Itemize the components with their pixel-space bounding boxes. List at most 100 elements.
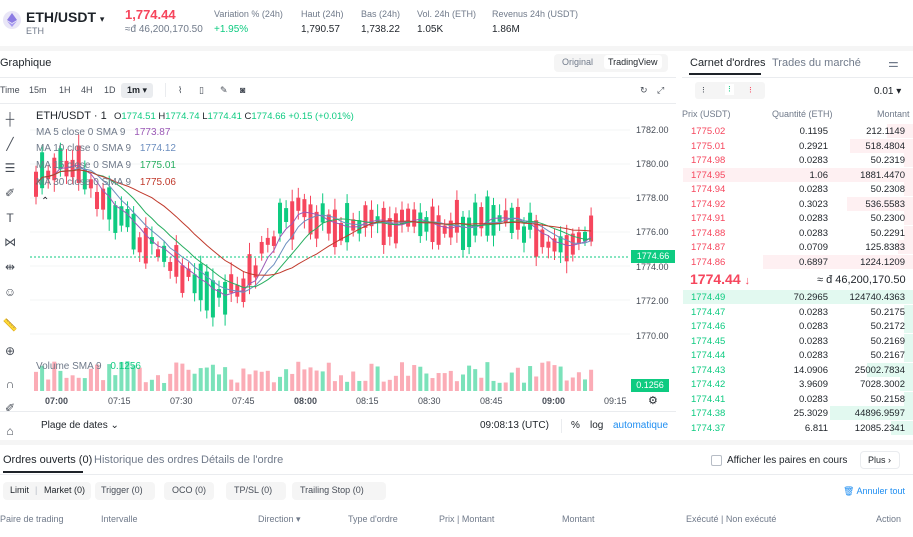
filter-tpsl[interactable]: TP/SL (0)	[234, 485, 273, 495]
volume-bars	[34, 361, 594, 391]
zoom-icon[interactable]: ⊕	[4, 344, 16, 358]
ask-row[interactable]: 1775.02 0.1195 212.1149	[683, 124, 913, 138]
fullscreen-icon[interactable]: ⤢	[657, 85, 665, 95]
ask-row[interactable]: 1775.01 0.2921 518.4804	[683, 138, 913, 153]
crosshair-icon[interactable]: ┼	[5, 112, 15, 126]
camera-icon[interactable]: ◙	[240, 85, 246, 95]
candle-body	[217, 289, 221, 298]
magnet-icon[interactable]: ∩	[5, 377, 15, 391]
show-pairs-checkbox[interactable]	[711, 455, 722, 466]
measure-icon[interactable]: ⇹	[4, 260, 16, 274]
text-icon[interactable]: T	[6, 211, 14, 225]
collapse-legend-icon[interactable]: ⌃	[41, 196, 50, 207]
ma30-label: MA 30 close 0 SMA 9	[36, 177, 132, 188]
bid-row[interactable]: 1774.43 14.0906 25002.7834	[683, 362, 913, 377]
volume-bar	[406, 375, 411, 391]
candle-body	[393, 213, 398, 244]
ma10-label: MA 10 close 0 SMA 9	[36, 143, 132, 154]
trendline-icon[interactable]: ╱	[6, 137, 14, 151]
draw-icon[interactable]: ✎	[220, 85, 228, 95]
more-button[interactable]: Plus ›	[860, 451, 900, 469]
horizontal-lines-icon[interactable]: ☰	[4, 161, 16, 175]
view-tradingview-button[interactable]: TradingView	[604, 55, 662, 69]
ask-price: 1775.02	[691, 126, 726, 137]
book-both-icon[interactable]: ⁝	[702, 85, 705, 95]
bid-price: 1774.44	[691, 350, 726, 361]
ask-qty: 0.1195	[799, 126, 828, 137]
tab-order-book[interactable]: Carnet d'ordres	[690, 57, 766, 69]
reset-icon[interactable]: ↻	[640, 85, 648, 95]
tf-1d[interactable]: 1D	[104, 85, 116, 95]
depth-bar	[903, 182, 913, 196]
volume-bar	[369, 363, 374, 391]
settings-icon[interactable]: ⚙	[648, 395, 658, 407]
cancel-all-button[interactable]: 🗑 Annuler tout	[843, 486, 905, 497]
tab-order-details[interactable]: Détails de l'ordre	[201, 454, 284, 466]
bid-row[interactable]: 1774.49 70.2965 124740.4363	[683, 290, 913, 304]
tf-4h[interactable]: 4H	[81, 85, 93, 95]
ask-row[interactable]: 1774.86 0.6897 1224.1209	[683, 254, 913, 269]
trash-icon[interactable]: ⌂	[6, 424, 14, 438]
indicator-icon[interactable]: ⌇	[178, 85, 183, 95]
tab-order-history[interactable]: Historique des ordres	[94, 454, 199, 466]
volume-bar	[448, 370, 453, 391]
candle-body	[259, 241, 264, 254]
filter-limit[interactable]: Limit	[10, 485, 30, 495]
filter-trailing-stop[interactable]: Trailing Stop (0)	[300, 485, 364, 495]
tf-time[interactable]: Time	[0, 85, 20, 95]
log-toggle[interactable]: log	[590, 420, 604, 431]
date-range-label: Plage de dates	[41, 420, 108, 431]
brush-icon[interactable]: ✐	[4, 186, 16, 200]
filter-oco[interactable]: OCO (0)	[172, 485, 207, 495]
candlestick-chart[interactable]	[30, 105, 630, 393]
candle-type-icon[interactable]: ▯	[199, 85, 204, 95]
view-original-button[interactable]: Original	[562, 57, 594, 67]
precision-select[interactable]: 0.01 ▾	[874, 86, 901, 97]
ask-row[interactable]: 1774.94 0.0283 50.2308	[683, 182, 913, 196]
percent-toggle[interactable]: %	[571, 420, 580, 431]
bid-row[interactable]: 1774.45 0.0283 50.2169	[683, 333, 913, 348]
bid-row[interactable]: 1774.47 0.0283 50.2175	[683, 304, 913, 319]
ruler-icon[interactable]: 📏	[2, 318, 18, 332]
pair-selector[interactable]: ETH/USDT ▾	[26, 9, 104, 25]
candle-body	[186, 268, 191, 277]
ask-row[interactable]: 1774.88 0.0283 50.2291	[683, 225, 913, 240]
auto-toggle[interactable]: automatique	[613, 420, 669, 431]
depth-bar	[887, 124, 913, 138]
bid-row[interactable]: 1774.37 6.811 12085.2341	[683, 420, 913, 435]
sliders-icon[interactable]: ⚌	[888, 56, 899, 70]
bid-row[interactable]: 1774.46 0.0283 50.2172	[683, 319, 913, 333]
candle-body	[247, 254, 252, 286]
col-qty: Quantité (ETH)	[772, 109, 833, 119]
pattern-icon[interactable]: ⋈	[4, 235, 16, 249]
volume-bar	[491, 380, 496, 391]
price-axis-label: 1780.00	[636, 159, 669, 169]
col-header[interactable]: Direction ▾	[258, 514, 301, 524]
ask-row[interactable]: 1774.95 1.06 1881.4470	[683, 167, 913, 182]
candle-body	[162, 245, 167, 262]
candle-body	[46, 170, 51, 180]
ask-row[interactable]: 1774.92 0.3023 536.5583	[683, 196, 913, 211]
tab-open-orders[interactable]: Ordres ouverts (0)	[3, 454, 93, 466]
separator	[0, 440, 913, 445]
lock-icon[interactable]: ✐	[4, 401, 16, 415]
volume-bar	[583, 379, 587, 391]
tf-1h[interactable]: 1H	[59, 85, 71, 95]
volume-bar	[113, 375, 118, 391]
book-asks-icon[interactable]: ⁝	[749, 85, 752, 95]
bid-row[interactable]: 1774.38 25.3029 44896.9597	[683, 406, 913, 420]
filter-market[interactable]: Market (0)	[44, 485, 86, 495]
bid-row[interactable]: 1774.44 0.0283 50.2167	[683, 348, 913, 362]
date-range-button[interactable]: Plage de dates ⌄	[41, 420, 119, 431]
tf-15m[interactable]: 15m	[29, 85, 47, 95]
ask-row[interactable]: 1774.91 0.0283 50.2300	[683, 211, 913, 225]
bid-row[interactable]: 1774.42 3.9609 7028.3002	[683, 377, 913, 391]
filter-trigger[interactable]: Trigger (0)	[101, 485, 143, 495]
bid-row[interactable]: 1774.41 0.0283 50.2158	[683, 391, 913, 406]
tf-1m[interactable]: 1m ▾	[121, 83, 154, 98]
tab-market-trades[interactable]: Trades du marché	[772, 57, 861, 69]
emoji-icon[interactable]: ☺	[3, 285, 17, 299]
book-bids-icon[interactable]: ⁝	[725, 84, 734, 95]
ask-row[interactable]: 1774.98 0.0283 50.2319	[683, 153, 913, 167]
ask-row[interactable]: 1774.87 0.0709 125.8383	[683, 240, 913, 254]
